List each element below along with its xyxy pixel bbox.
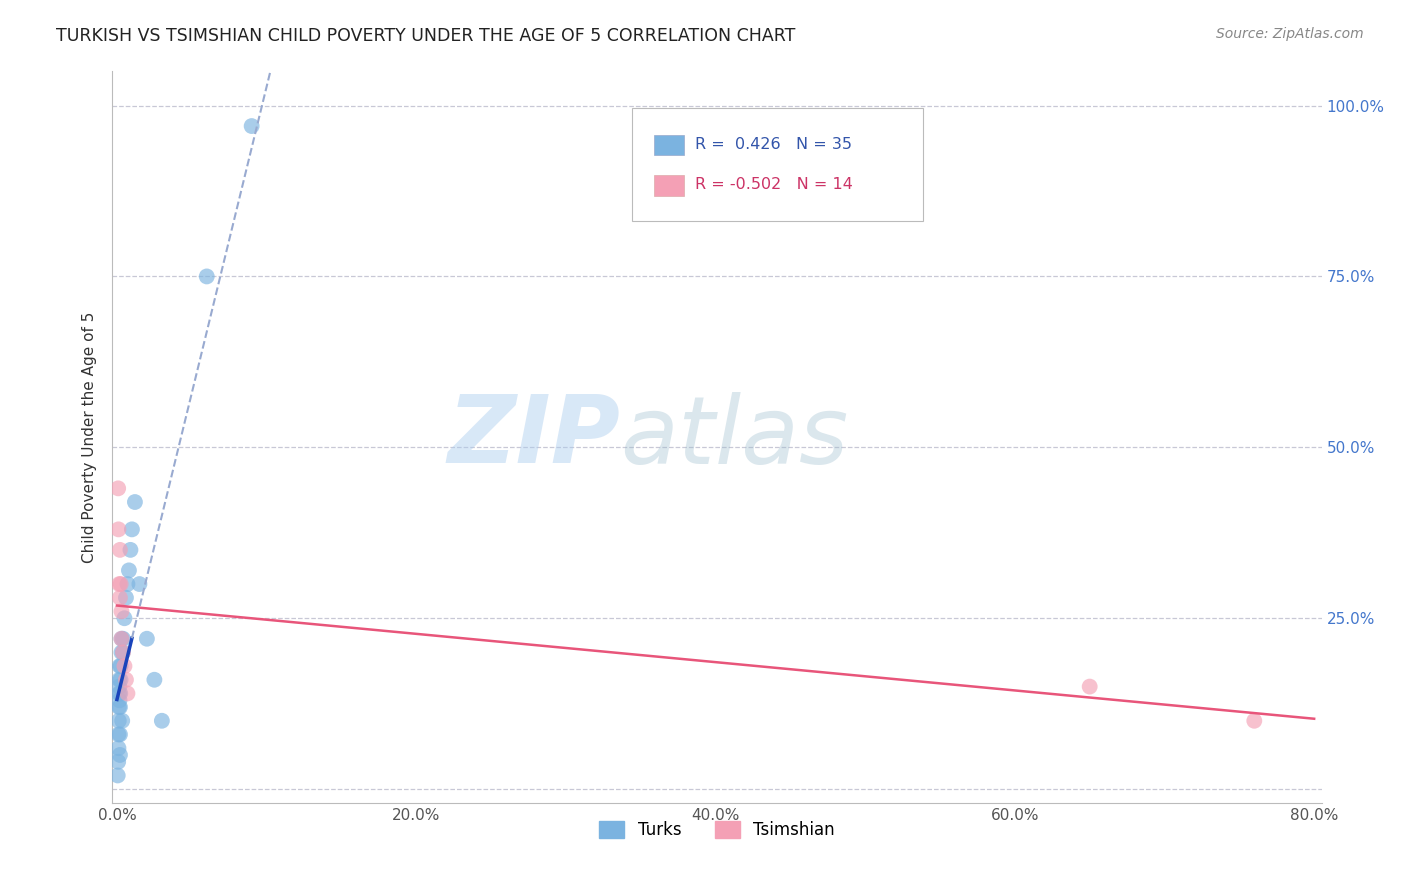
Point [111,645,134,659]
Point [110,673,132,687]
Text: ZIP: ZIP [447,391,620,483]
Point [108,686,131,700]
FancyBboxPatch shape [654,135,685,155]
Point [108,577,131,591]
Point [115,673,138,687]
Point [111,714,134,728]
Point [110,577,132,591]
Point [143,673,166,687]
Point [108,700,131,714]
Point [110,645,132,659]
Point [114,659,136,673]
Point [240,119,263,133]
Y-axis label: Child Poverty Under the Age of 5: Child Poverty Under the Age of 5 [82,311,97,563]
Point [107,714,129,728]
Point [121,522,143,536]
Point [108,680,131,694]
Point [108,591,131,605]
Point [107,727,129,741]
Text: R = -0.502   N = 14: R = -0.502 N = 14 [696,178,853,193]
Point [114,611,136,625]
Point [108,693,131,707]
Point [107,741,129,756]
Point [117,577,139,591]
Point [107,481,129,495]
FancyBboxPatch shape [633,108,922,221]
Point [111,632,134,646]
Point [107,522,129,536]
Point [110,604,132,618]
Point [108,747,131,762]
Point [118,563,141,577]
Point [107,755,129,769]
Point [135,632,157,646]
Point [124,495,146,509]
Point [110,686,132,700]
Point [110,659,132,673]
Legend: Turks, Tsimshian: Turks, Tsimshian [593,814,841,846]
Point [108,673,131,687]
Text: R =  0.426   N = 35: R = 0.426 N = 35 [696,137,852,152]
Point [120,542,142,557]
Point [108,700,131,714]
Point [117,686,139,700]
Point [111,645,134,659]
Point [1243,714,1265,728]
Point [110,632,132,646]
Point [108,542,131,557]
Point [195,269,218,284]
Point [108,659,131,673]
Point [108,727,131,741]
FancyBboxPatch shape [654,175,685,195]
Point [107,768,129,782]
Point [110,632,132,646]
Text: atlas: atlas [620,392,849,483]
Text: TURKISH VS TSIMSHIAN CHILD POVERTY UNDER THE AGE OF 5 CORRELATION CHART: TURKISH VS TSIMSHIAN CHILD POVERTY UNDER… [56,27,796,45]
Text: Source: ZipAtlas.com: Source: ZipAtlas.com [1216,27,1364,41]
Point [128,577,150,591]
Point [150,714,173,728]
Point [1078,680,1101,694]
Point [115,591,138,605]
